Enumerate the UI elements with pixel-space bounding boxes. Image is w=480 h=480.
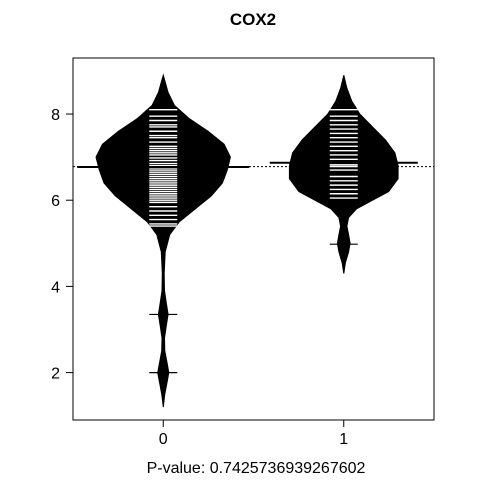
- bean-0-shape: [95, 73, 231, 408]
- x-axis-label: P-value: 0.7425736939267602: [147, 460, 366, 477]
- chart-title: COX2: [230, 10, 276, 29]
- y-tick-label-2: 2: [51, 366, 60, 383]
- plot-frame: [72, 57, 435, 421]
- x-tick-label-0: 0: [159, 431, 168, 448]
- y-tick-label-4: 4: [51, 279, 60, 296]
- bean-1-shape: [288, 75, 399, 274]
- y-tick-label-6: 6: [51, 193, 60, 210]
- y-tick-label-8: 8: [51, 107, 60, 124]
- x-tick-label-1: 1: [339, 431, 348, 448]
